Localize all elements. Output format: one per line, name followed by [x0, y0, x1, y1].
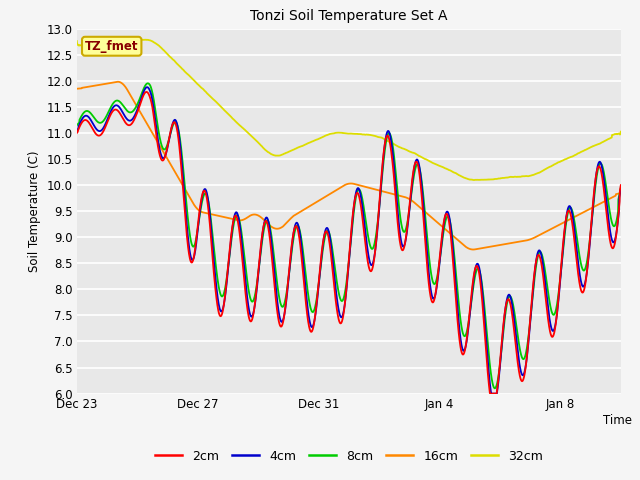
Title: Tonzi Soil Temperature Set A: Tonzi Soil Temperature Set A: [250, 10, 447, 24]
Text: TZ_fmet: TZ_fmet: [85, 40, 138, 53]
X-axis label: Time: Time: [603, 414, 632, 427]
Legend: 2cm, 4cm, 8cm, 16cm, 32cm: 2cm, 4cm, 8cm, 16cm, 32cm: [150, 444, 548, 468]
Y-axis label: Soil Temperature (C): Soil Temperature (C): [28, 150, 41, 272]
